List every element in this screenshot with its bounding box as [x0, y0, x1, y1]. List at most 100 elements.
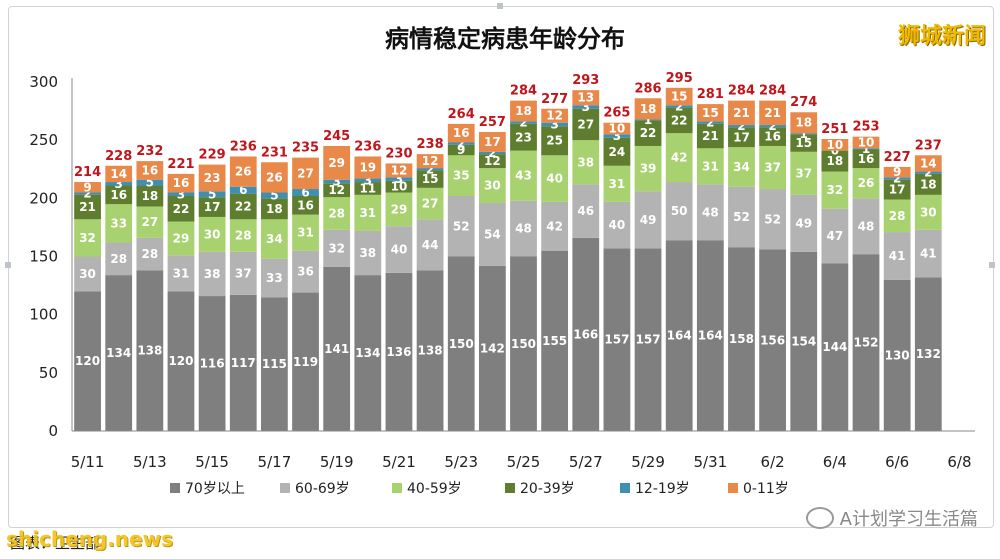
segment-value-label: 22: [671, 113, 688, 127]
bar-segment: [447, 123, 475, 143]
bar-segment: [914, 194, 942, 230]
segment-value-label: 134: [106, 346, 131, 360]
bar-segment: [198, 251, 226, 297]
x-tick-label: 5/15: [195, 453, 229, 471]
bar-segment: [510, 200, 537, 257]
bar-segment: [696, 240, 724, 431]
bar-segment: [728, 125, 755, 128]
segment-value-label: 31: [359, 206, 376, 220]
segment-value-label: 3: [364, 173, 372, 187]
bar-segment: [105, 185, 133, 205]
bar-segment: [821, 263, 849, 431]
legend-label: 40-59岁: [407, 481, 462, 497]
bar-segment: [354, 182, 382, 195]
segment-value-label: 29: [328, 156, 345, 170]
bar-total-label: 265: [603, 106, 630, 121]
segment-value-label: 138: [137, 344, 162, 358]
bar-total-label: 232: [136, 144, 163, 159]
bar-segment: [572, 105, 600, 109]
segment-value-label: 14: [920, 156, 937, 170]
segment-value-label: 37: [764, 161, 781, 175]
account-name: A计划学习生活篇: [839, 509, 978, 530]
legend-label: 70岁以上: [185, 481, 245, 497]
segment-value-label: 39: [640, 162, 657, 176]
bar-total-label: 237: [915, 138, 942, 153]
resize-handle-right[interactable]: [989, 262, 995, 268]
segment-value-label: 29: [391, 202, 408, 216]
bar-segment: [510, 123, 537, 151]
bar-segment: [74, 219, 101, 257]
segment-value-label: 16: [453, 126, 470, 140]
segment-value-label: 38: [204, 267, 221, 281]
bar-total-label: 284: [728, 84, 755, 99]
segment-value-label: 16: [297, 198, 314, 212]
bar-segment: [603, 201, 631, 249]
segment-value-label: 157: [636, 333, 661, 347]
bar-segment: [478, 132, 506, 152]
segment-value-label: 12: [328, 183, 345, 197]
bar-segment: [292, 214, 319, 251]
segment-value-label: 19: [359, 161, 376, 175]
segment-value-label: 18: [920, 177, 937, 191]
segment-value-label: 136: [386, 345, 411, 359]
segment-value-label: 21: [733, 106, 750, 120]
segment-value-label: 49: [640, 213, 657, 227]
bar-segment: [510, 100, 537, 122]
bar-segment: [759, 189, 786, 250]
bar-total-label: 230: [385, 146, 412, 161]
bar-segment: [665, 240, 693, 431]
bar-segment: [478, 202, 506, 266]
bar-segment: [696, 184, 724, 241]
x-tick-label: 5/21: [382, 453, 416, 471]
bar-segment: [136, 206, 164, 238]
y-tick-label: 250: [29, 131, 58, 149]
resize-handle-top[interactable]: [497, 3, 503, 9]
bar-segment: [696, 148, 724, 185]
bar-segment: [354, 178, 382, 183]
account-watermark: A计划学习生活篇: [805, 505, 978, 531]
bar-segment: [696, 123, 724, 149]
segment-value-label: 28: [235, 229, 252, 243]
segment-value-label: 132: [916, 347, 941, 361]
segment-value-label: 12: [391, 163, 408, 177]
legend-swatch: [170, 483, 180, 493]
segment-value-label: 141: [324, 342, 349, 356]
bar-segment: [821, 150, 849, 172]
bar-segment: [883, 166, 911, 178]
segment-value-label: 18: [827, 154, 844, 168]
bar-segment: [541, 122, 569, 127]
bar-segment: [852, 198, 880, 255]
bar-segment: [198, 191, 226, 198]
bar-total-label: 281: [697, 87, 724, 102]
bar-segment: [198, 296, 226, 431]
bar-total-label: 221: [167, 157, 194, 172]
resize-handle-left[interactable]: [5, 262, 11, 268]
segment-value-label: 1: [800, 127, 808, 141]
bar-segment: [261, 297, 288, 431]
bar-segment: [790, 112, 818, 134]
segment-value-label: 32: [827, 183, 844, 197]
segment-value-label: 49: [795, 216, 812, 230]
legend-swatch: [505, 483, 515, 493]
bar-segment: [634, 248, 662, 431]
segment-value-label: 1: [862, 142, 870, 156]
bar-segment: [696, 121, 724, 124]
segment-value-label: 2: [737, 119, 745, 133]
segment-value-label: 33: [110, 216, 127, 230]
segment-value-label: 5: [208, 187, 216, 201]
bar-segment: [821, 171, 849, 209]
bar-total-label: 214: [74, 165, 101, 180]
segment-value-label: 2: [768, 119, 776, 133]
bar-total-label: 264: [448, 107, 475, 122]
segment-value-label: 31: [702, 159, 719, 173]
bar-segment: [728, 127, 755, 148]
segment-value-label: 144: [822, 340, 847, 354]
y-axis: 0 50 100 150 200 250 300: [29, 73, 73, 440]
bar-segment: [416, 187, 444, 220]
bar-segment: [323, 229, 351, 267]
bar-segment: [74, 194, 101, 220]
bar-segment: [572, 140, 600, 185]
segment-value-label: 34: [733, 160, 750, 174]
segment-value-label: 18: [795, 116, 812, 130]
bar-segment: [385, 226, 413, 273]
